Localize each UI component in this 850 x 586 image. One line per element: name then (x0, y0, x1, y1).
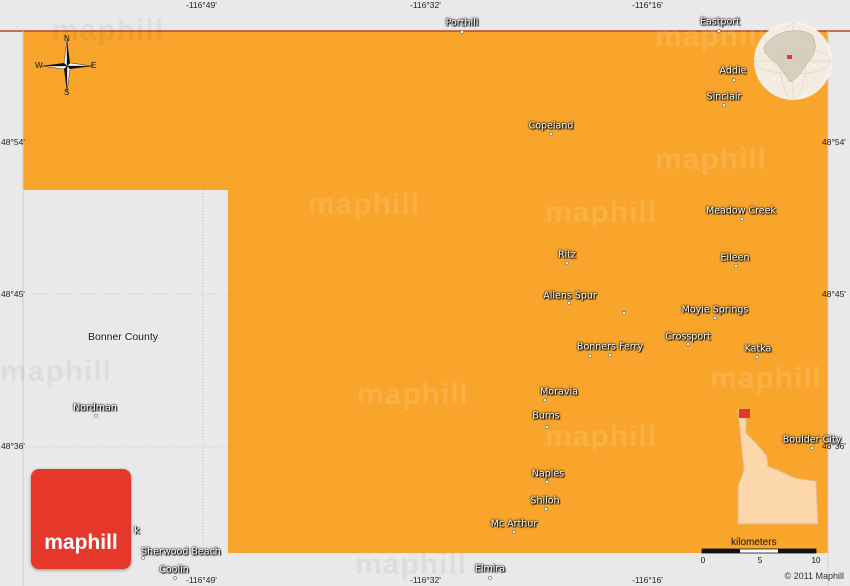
watermark: maphill (655, 20, 768, 53)
place-label: Burns (532, 410, 560, 422)
latitude-label-right: 48°45' (822, 289, 846, 299)
place-label: Elmira (474, 563, 506, 575)
place-label: Moyie Springs (681, 304, 749, 316)
latitude-label-left: 48°36' (1, 441, 25, 451)
place-label: Crossport (665, 331, 711, 343)
compass-east-label: E (91, 61, 97, 70)
watermark: maphill (545, 420, 658, 453)
watermark: maphill (710, 362, 823, 395)
longitude-label-top: -116°49' (186, 0, 217, 10)
place-label: Moravia (540, 386, 578, 398)
place-label: Bonners Ferry (576, 341, 644, 353)
logo-text: maphill (44, 531, 118, 554)
place-label: Boulder City (782, 434, 842, 446)
scale-tick-label: 5 (757, 556, 763, 565)
place-label: Porthill (445, 17, 479, 29)
watermark: maphill (355, 548, 468, 581)
territory-shape (23, 31, 828, 553)
compass-south-label: S (64, 88, 70, 97)
place-label: Eastport (700, 16, 740, 28)
watermark: maphill (357, 378, 470, 411)
place-label: Addie (719, 65, 747, 77)
latitude-label-left: 48°54' (1, 137, 25, 147)
place-label: Meadow Creek (705, 205, 777, 217)
place-label: Shiloh (530, 495, 560, 507)
longitude-label-top: -116°16' (632, 0, 663, 10)
place-label: Coolin (159, 564, 189, 576)
scale-bar (701, 548, 817, 554)
watermark: maphill (308, 188, 421, 221)
place-label: Mc Arthur (490, 518, 538, 530)
longitude-label-bottom: -116°16' (632, 575, 663, 585)
longitude-label-bottom: -116°32' (410, 575, 441, 585)
compass-west-label: W (35, 61, 43, 70)
watermark: maphill (545, 196, 658, 229)
scale-tick-label: 10 (811, 556, 821, 565)
compass-north-label: N (64, 34, 70, 43)
watermark: maphill (0, 355, 113, 388)
place-label: Copeland (528, 120, 574, 132)
place-label: k (134, 525, 140, 537)
place-label: Katka (744, 343, 772, 355)
longitude-label-top: -116°32' (410, 0, 441, 10)
latitude-label-right: 48°36' (822, 441, 846, 451)
place-label: Nordman (73, 402, 117, 414)
settlement-dots (94, 29, 814, 580)
place-label: Sinclair (706, 91, 742, 103)
globe-inset (754, 22, 832, 100)
latitude-label-left: 48°45' (1, 289, 25, 299)
graticule (23, 31, 828, 553)
watermark: maphill (655, 143, 768, 176)
place-label: Eileen (720, 252, 750, 264)
scale-unit-label: kilometers (731, 537, 777, 548)
copyright-notice: © 2011 Maphill (784, 571, 845, 581)
watermark: maphill (52, 14, 165, 47)
maphill-logo[interactable]: maphill (31, 469, 131, 569)
compass-rose (40, 39, 94, 93)
place-label: Ritz (558, 249, 576, 261)
place-label: Naples (531, 468, 565, 480)
county-label: Bonner County (87, 331, 159, 343)
state-locator-inset (737, 408, 819, 525)
latitude-label-right: 48°54' (822, 137, 846, 147)
place-label: Allens Spur (543, 290, 597, 302)
scale-tick-label: 0 (700, 556, 706, 565)
longitude-label-bottom: -116°49' (186, 575, 217, 585)
place-label: Sherwood Beach (141, 546, 221, 558)
